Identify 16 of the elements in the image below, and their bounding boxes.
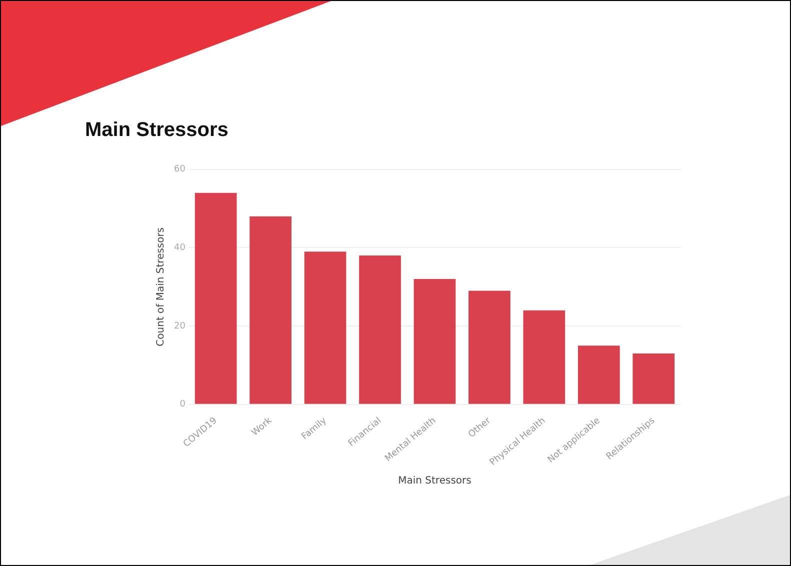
bar [304, 252, 346, 404]
y-tick-label: 20 [174, 321, 186, 332]
y-axis-title: Count of Main Stressors [156, 227, 167, 346]
bar [414, 279, 456, 404]
bar [523, 310, 566, 404]
x-axis-title: Main Stressors [398, 476, 472, 487]
bar [250, 216, 292, 404]
bar [632, 353, 675, 404]
y-tick-label: 0 [180, 400, 186, 410]
y-tick-label: 60 [174, 164, 186, 175]
bar [578, 346, 620, 404]
bar [359, 256, 401, 404]
chart-title: Main Stressors [85, 119, 228, 142]
bar [194, 192, 237, 404]
bar [468, 290, 510, 404]
y-tick-label: 40 [174, 243, 186, 254]
